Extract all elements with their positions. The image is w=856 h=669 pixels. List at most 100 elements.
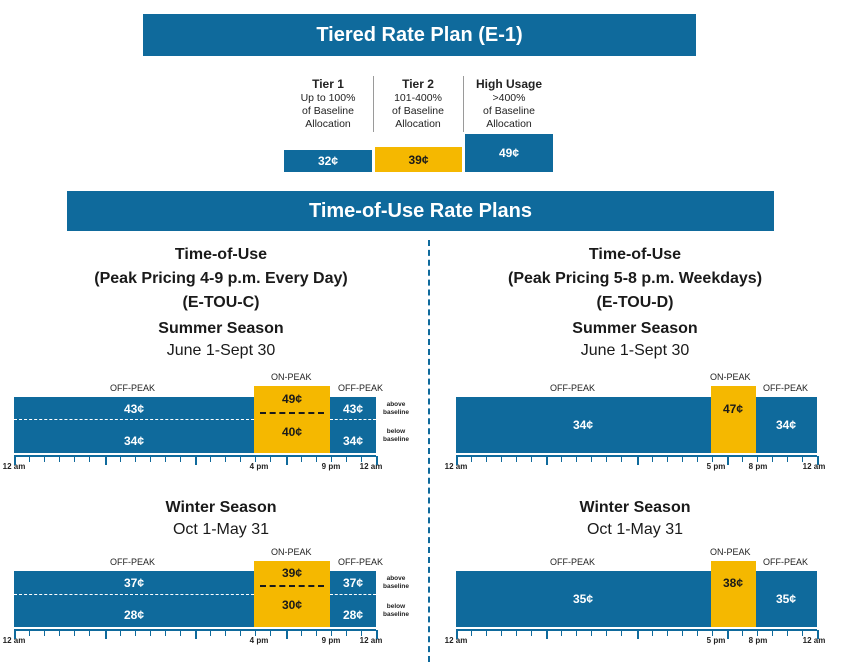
tou-plans-title: Time-of-Use Rate Plans [308, 199, 533, 222]
tick-label-12am: 12 am [802, 462, 826, 471]
tier-1-desc-2: of Baseline [302, 105, 354, 117]
off-peak-price: 34¢ [775, 418, 797, 432]
off-peak-label: OFF-PEAK [110, 557, 156, 567]
etoud-summer-season: Summer Season [572, 320, 698, 337]
column-divider [428, 240, 430, 662]
note-line: above [386, 575, 406, 582]
tier-1-bar: 32¢ [284, 150, 372, 172]
axis-tick [651, 456, 653, 462]
baseline-dash [14, 594, 254, 595]
off-peak-price: 35¢ [572, 592, 594, 606]
tick-label-5pm: 5 pm [706, 462, 726, 471]
on-peak-price: 38¢ [722, 576, 744, 590]
axis-tick [240, 456, 242, 462]
axis-tick [636, 630, 639, 639]
tier-3-name: High Usage [475, 77, 542, 91]
axis-tick [345, 456, 347, 462]
axis-tick [666, 456, 668, 462]
on-peak-price: 47¢ [722, 402, 744, 416]
baseline-dash [260, 412, 324, 414]
tick-label-12am: 12 am [2, 636, 26, 645]
axis-tick [696, 630, 698, 636]
axis-tick [546, 630, 549, 639]
tick-label-12am: 12 am [359, 462, 383, 471]
off-peak-bar [14, 571, 254, 627]
etouc-title-line-2: (Peak Pricing 4-9 p.m. Every Day) [94, 270, 348, 287]
axis-tick [456, 630, 458, 639]
axis-tick [771, 456, 773, 462]
tier-2-desc-3: Allocation [395, 118, 441, 130]
axis-tick [756, 630, 758, 636]
tick-label-4pm: 4 pm [249, 636, 269, 645]
axis-tick [801, 630, 803, 636]
on-peak-bar [254, 561, 330, 627]
etouc-winter-season: Winter Season [165, 499, 277, 516]
axis-tick [801, 456, 803, 462]
etoud-title-line-2: (Peak Pricing 5-8 p.m. Weekdays) [507, 270, 763, 287]
axis-tick [471, 456, 473, 462]
axis-tick [210, 456, 212, 462]
axis-tick [164, 456, 166, 462]
axis-tick [345, 630, 347, 636]
tick-label-8pm: 8 pm [748, 462, 768, 471]
axis-tick [606, 456, 608, 462]
tier-3-bar: 49¢ [465, 134, 553, 172]
axis-tick [726, 456, 729, 465]
axis-tick [591, 456, 593, 462]
note-line: below [386, 603, 406, 610]
axis-tick [89, 630, 91, 636]
axis-tick [681, 630, 683, 636]
below-baseline-note: below baseline [378, 428, 414, 444]
axis-tick [134, 630, 136, 636]
tick-label-8pm: 8 pm [748, 636, 768, 645]
on-peak-label: ON-PEAK [271, 547, 312, 557]
baseline-dash [14, 419, 254, 420]
tick-label-12am: 12 am [2, 462, 26, 471]
axis-tick [44, 456, 46, 462]
axis-tick [576, 456, 578, 462]
axis-tick [29, 456, 31, 462]
tier-1-desc-1: Up to 100% [300, 92, 356, 104]
axis-tick [179, 456, 181, 462]
axis-tick [315, 456, 317, 462]
note-line: baseline [382, 611, 409, 618]
axis-tick [119, 456, 121, 462]
axis-tick [44, 630, 46, 636]
off-peak-label: OFF-PEAK [338, 383, 384, 393]
axis-tick [771, 630, 773, 636]
axis-tick [636, 456, 639, 465]
axis-tick [14, 630, 16, 639]
axis-tick [756, 456, 758, 462]
off-peak-bar [14, 397, 254, 453]
axis-tick [741, 456, 743, 462]
tick-label-9pm: 9 pm [321, 636, 341, 645]
on-peak-label: ON-PEAK [271, 372, 312, 382]
baseline-dash [330, 419, 376, 420]
axis-tick [360, 630, 362, 636]
on-peak-label: ON-PEAK [710, 372, 751, 382]
axis-tick [285, 456, 288, 465]
axis-tick [666, 630, 668, 636]
etoud-title-line-1: Time-of-Use [588, 246, 682, 263]
baseline-dash [330, 594, 376, 595]
tier-1-name: Tier 1 [312, 77, 344, 91]
tier-separator [463, 76, 464, 132]
axis-tick [501, 456, 503, 462]
tier-2-desc-1: 101-400% [394, 92, 442, 104]
note-line: baseline [382, 436, 409, 443]
axis-tick [817, 630, 819, 639]
axis-tick [330, 630, 332, 636]
off-peak-above-price: 43¢ [342, 402, 364, 416]
axis-tick [711, 630, 713, 636]
on-peak-above-price: 39¢ [281, 566, 303, 580]
axis-tick [501, 630, 503, 636]
axis-tick [195, 630, 197, 639]
axis-tick [330, 456, 332, 462]
axis-tick [285, 630, 288, 639]
axis-tick [456, 456, 458, 465]
off-peak-bar [756, 397, 817, 453]
on-peak-above-price: 49¢ [281, 392, 303, 406]
off-peak-label: OFF-PEAK [763, 383, 809, 393]
tiered-plan-banner: Tiered Rate Plan (E-1) [143, 14, 696, 56]
axis-tick [74, 630, 76, 636]
